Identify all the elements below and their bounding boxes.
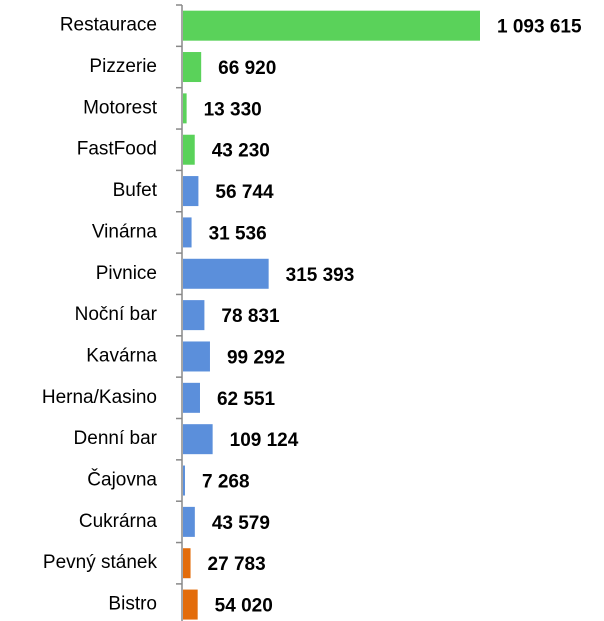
bar	[183, 93, 187, 124]
category-label: Herna/Kasino	[42, 387, 157, 408]
category-label: Cukrárna	[79, 511, 158, 532]
value-label: 62 551	[217, 389, 276, 410]
category-label: Denní bar	[74, 428, 158, 449]
value-label: 78 831	[221, 306, 280, 327]
bar	[183, 10, 480, 41]
bar	[183, 589, 198, 620]
category-label: Motorest	[83, 97, 158, 118]
value-label: 99 292	[227, 347, 285, 368]
category-label: Pizzerie	[89, 56, 157, 77]
value-label: 1 093 615	[497, 17, 582, 38]
value-label: 7 268	[202, 472, 250, 493]
bar	[183, 300, 205, 331]
category-label: Pevný stánek	[43, 552, 158, 573]
value-label: 56 744	[215, 182, 274, 203]
bar	[183, 424, 213, 455]
bar	[183, 382, 200, 413]
category-label: Bistro	[108, 594, 157, 615]
bar	[183, 176, 199, 207]
category-label: Kavárna	[86, 345, 157, 366]
value-label: 66 920	[218, 58, 276, 79]
category-label: Pivnice	[96, 263, 157, 284]
value-label: 13 330	[204, 99, 262, 120]
bar	[183, 52, 202, 83]
bar	[183, 341, 210, 372]
bar	[183, 506, 195, 537]
value-label: 54 020	[215, 596, 273, 617]
category-label: Restaurace	[60, 15, 157, 36]
bar	[183, 134, 195, 165]
value-label: 315 393	[286, 265, 355, 286]
category-label: FastFood	[77, 139, 157, 160]
bar	[183, 548, 191, 579]
value-label: 27 783	[208, 554, 266, 575]
value-label: 109 124	[230, 430, 299, 451]
value-label: 31 536	[209, 223, 267, 244]
bar	[183, 465, 185, 496]
bar	[183, 258, 269, 289]
category-label: Noční bar	[75, 304, 158, 325]
category-label: Bufet	[113, 180, 158, 201]
category-label: Čajovna	[87, 469, 157, 491]
category-label: Vinárna	[92, 221, 158, 242]
bar	[183, 217, 192, 248]
value-label: 43 579	[212, 513, 270, 534]
value-label: 43 230	[212, 141, 270, 162]
